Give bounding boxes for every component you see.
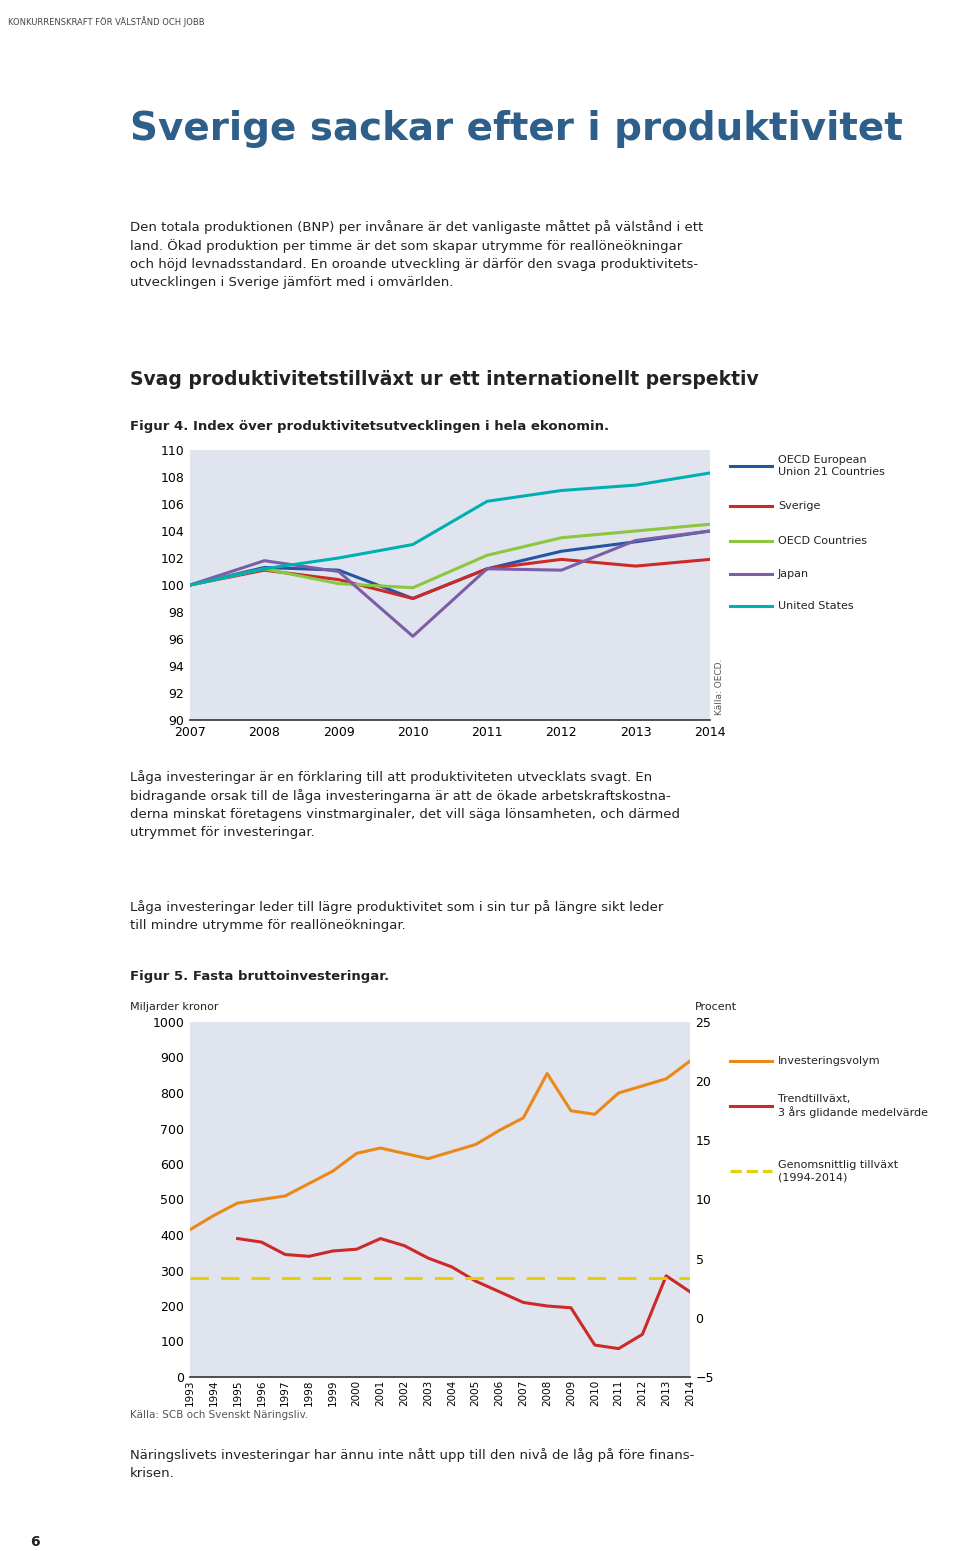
Text: United States: United States <box>778 600 853 611</box>
Text: Låga investeringar är en förklaring till att produktiviteten utvecklats svagt. E: Låga investeringar är en förklaring till… <box>130 769 680 839</box>
Text: Den totala produktionen (BNP) per invånare är det vanligaste måttet på välstånd : Den totala produktionen (BNP) per invåna… <box>130 220 704 290</box>
Text: Sverige sackar efter i produktivitet: Sverige sackar efter i produktivitet <box>130 110 902 147</box>
Text: Figur 5. Fasta bruttoinvesteringar.: Figur 5. Fasta bruttoinvesteringar. <box>130 969 389 983</box>
Text: 6: 6 <box>30 1535 39 1549</box>
Text: Miljarder kronor: Miljarder kronor <box>130 1002 219 1011</box>
Text: Låga investeringar leder till lägre produktivitet som i sin tur på längre sikt l: Låga investeringar leder till lägre prod… <box>130 900 663 932</box>
Text: OECD European
Union 21 Countries: OECD European Union 21 Countries <box>778 454 885 478</box>
Text: Genomsnittlig tillväxt
(1994-2014): Genomsnittlig tillväxt (1994-2014) <box>778 1160 899 1182</box>
Text: Investeringsvolym: Investeringsvolym <box>778 1056 880 1066</box>
Text: KONKURRENSKRAFT FÖR VÄLSTÅND OCH JOBB: KONKURRENSKRAFT FÖR VÄLSTÅND OCH JOBB <box>8 16 204 26</box>
Text: Näringslivets investeringar har ännu inte nått upp till den nivå de låg på före : Näringslivets investeringar har ännu int… <box>130 1449 694 1480</box>
Text: Japan: Japan <box>778 569 809 579</box>
Text: Källa: OECD.: Källa: OECD. <box>715 658 724 715</box>
Text: Figur 4. Index över produktivitetsutvecklingen i hela ekonomin.: Figur 4. Index över produktivitetsutveck… <box>130 420 610 433</box>
Text: OECD Countries: OECD Countries <box>778 537 867 546</box>
Text: Procent: Procent <box>695 1002 737 1011</box>
Text: Sverige: Sverige <box>778 501 821 510</box>
Text: Källa: SCB och Svenskt Näringsliv.: Källa: SCB och Svenskt Näringsliv. <box>130 1410 308 1421</box>
Text: Trendtillväxt,
3 års glidande medelvärde: Trendtillväxt, 3 års glidande medelvärde <box>778 1093 928 1118</box>
Text: Svag produktivitetstillväxt ur ett internationellt perspektiv: Svag produktivitetstillväxt ur ett inter… <box>130 371 758 389</box>
